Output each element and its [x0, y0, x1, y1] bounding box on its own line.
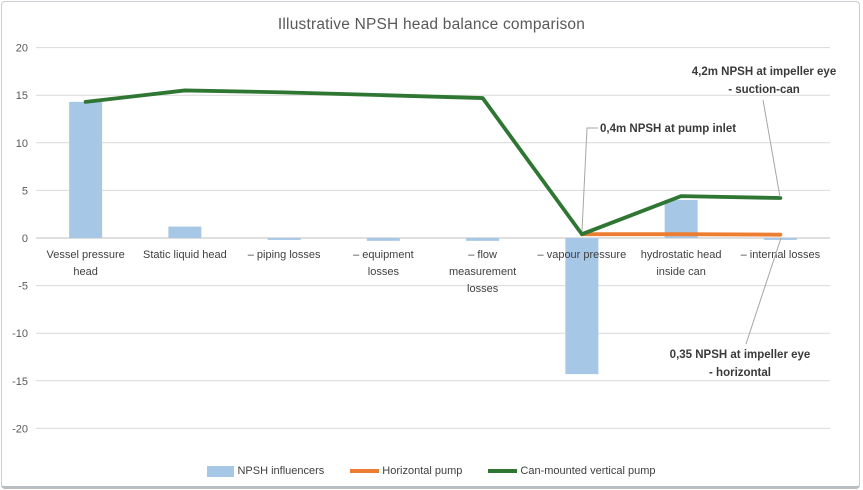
legend-item-horizontal-pump: Horizontal pump [350, 465, 462, 477]
line-can-mounted-vertical-pump [83, 88, 783, 237]
y-tick-label-15: 15 [16, 90, 28, 102]
annotation-leader-1 [762, 99, 781, 198]
y-tick-label-0: 0 [22, 233, 28, 245]
bar-hydrostatic-head-inside-can [664, 199, 698, 238]
category-label-piping-losses: – piping losses [248, 249, 321, 261]
y-tick-label-10: 10 [16, 138, 28, 150]
category-label-vessel-pressure-head: Vessel pressure head [46, 249, 124, 278]
legend-swatch-npsh-influencers [207, 465, 235, 477]
chart-legend: NPSH influencers Horizontal pump Can-mount… [0, 465, 863, 477]
y-tick-label--10: -10 [12, 328, 28, 340]
bar-equipment-losses [366, 238, 400, 241]
legend-label-npsh-influencers: NPSH influencers [237, 465, 325, 477]
annotation-leader-2 [745, 237, 782, 345]
y-tick-label--20: -20 [12, 423, 28, 435]
annotation-0: 0,4m NPSH at pump inlet [600, 123, 736, 135]
legend-label-can-mounted-vertical-pump: Can-mounted vertical pump [520, 465, 656, 477]
category-label-hydrostatic-head-inside-can: hydrostatic head inside can [641, 249, 722, 278]
y-tick-label--15: -15 [12, 376, 28, 388]
annotation-leader-0 [581, 127, 598, 232]
legend-item-npsh-influencers: NPSH influencers [207, 465, 324, 477]
bar-vessel-pressure-head [69, 101, 103, 238]
category-label-vapour-pressure: – vapour pressure [538, 249, 627, 261]
category-label-flow-measurement-losses: – flow measurement losses [449, 249, 516, 295]
category-label-static-liquid-head: Static liquid head [143, 249, 227, 261]
bar-piping-losses [267, 238, 301, 240]
y-tick-label-20: 20 [16, 43, 28, 55]
bar-flow-measurement-losses [466, 238, 500, 241]
legend-swatch-horizontal-pump [350, 469, 380, 473]
annotation-1: 4,2m NPSH at impeller eye - suction-can [692, 66, 836, 96]
legend-label-horizontal-pump: Horizontal pump [382, 465, 463, 477]
category-label-internal-losses: – internal losses [741, 249, 821, 261]
category-label-equipment-losses: – equipment losses [353, 249, 414, 278]
y-tick-label-5: 5 [22, 185, 28, 197]
bar-vapour-pressure [565, 238, 599, 375]
bar-static-liquid-head [168, 226, 202, 238]
legend-item-can-mounted-vertical-pump: Can-mounted vertical pump [488, 465, 656, 477]
legend-swatch-can-mounted-vertical-pump [488, 469, 518, 473]
annotation-2: 0,35 NPSH at impeller eye - horizontal [670, 349, 811, 379]
y-tick-label--5: -5 [18, 281, 28, 293]
chart-title: Illustrative NPSH head balance compariso… [277, 16, 586, 33]
